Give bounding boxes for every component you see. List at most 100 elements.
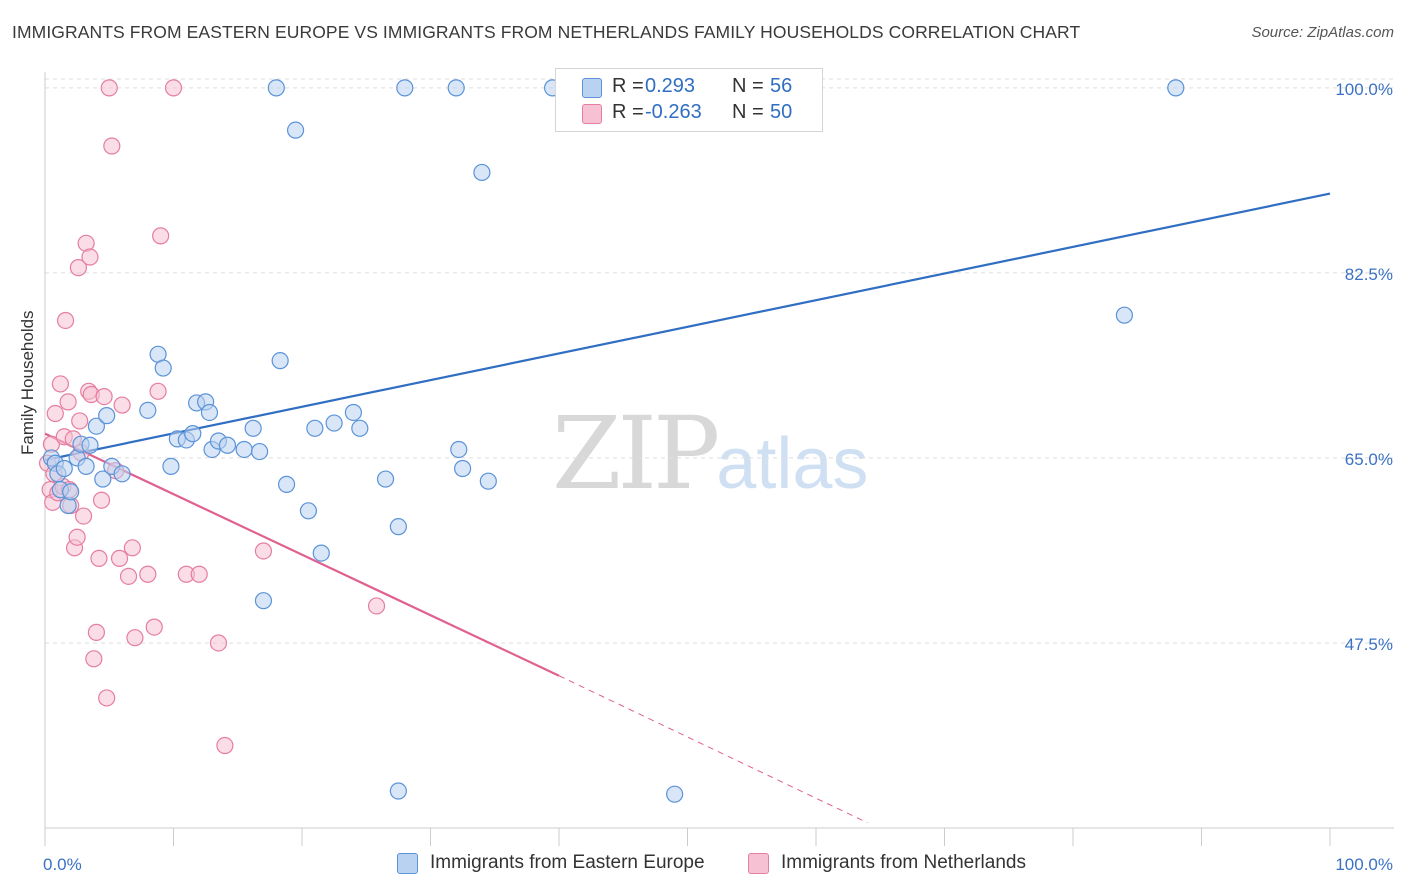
point-eastern-europe — [666, 785, 684, 803]
point-netherlands — [152, 227, 170, 245]
legend-r-value: -0.263 — [645, 101, 702, 123]
point-netherlands — [46, 404, 64, 423]
point-netherlands — [113, 396, 131, 414]
point-eastern-europe — [376, 470, 395, 488]
watermark-zip: ZIP — [552, 395, 720, 512]
point-eastern-europe — [254, 592, 273, 610]
point-netherlands — [254, 542, 273, 560]
y-tick-label: 100.0% — [1335, 80, 1393, 99]
y-axis-label: Family Households — [18, 310, 37, 455]
bottom-legend-label: Immigrants from Netherlands — [781, 852, 1026, 873]
point-eastern-europe — [450, 440, 468, 459]
point-netherlands — [126, 629, 144, 647]
trend-layer — [44, 192, 1331, 824]
bottom-legend-label: Immigrants from Eastern Europe — [430, 852, 705, 873]
point-eastern-europe — [162, 457, 180, 475]
point-eastern-europe — [479, 472, 497, 490]
point-netherlands — [71, 412, 89, 430]
point-netherlands — [87, 623, 106, 641]
legend-r-value: 0.293 — [645, 75, 696, 97]
point-eastern-europe — [250, 442, 269, 461]
point-eastern-europe — [325, 414, 343, 432]
y-tick-label: 82.5% — [1345, 265, 1393, 284]
point-eastern-europe — [87, 417, 106, 435]
legend-n-label: N = — [732, 101, 764, 123]
point-eastern-europe — [244, 419, 262, 437]
grid-layer — [45, 78, 1394, 644]
point-eastern-europe — [81, 436, 99, 454]
point-eastern-europe — [396, 79, 414, 97]
source-label: Source: ZipAtlas.com — [1251, 24, 1394, 41]
point-netherlands — [139, 565, 157, 583]
point-netherlands — [216, 736, 234, 755]
legend-swatch-pink — [582, 104, 602, 124]
legend-n-value: 56 — [770, 75, 793, 97]
point-eastern-europe — [1115, 306, 1134, 324]
point-netherlands — [51, 375, 70, 393]
point-eastern-europe — [139, 401, 157, 419]
point-eastern-europe — [55, 459, 73, 478]
point-netherlands — [92, 491, 111, 509]
point-netherlands — [85, 650, 103, 668]
point-eastern-europe — [277, 475, 296, 493]
point-netherlands — [90, 549, 108, 567]
point-netherlands — [69, 259, 88, 277]
tick-label-layer: 47.5% 65.0% 82.5% 100.0% 0.0% 100.0% — [43, 80, 1393, 874]
point-eastern-europe — [389, 518, 407, 536]
point-eastern-europe — [299, 502, 318, 520]
point-eastern-europe — [200, 403, 219, 422]
point-eastern-europe — [271, 352, 289, 370]
legend-r-label: R = — [612, 75, 644, 97]
point-eastern-europe — [344, 403, 362, 422]
point-eastern-europe — [454, 459, 472, 478]
bottom-legend-swatch-blue — [397, 853, 418, 874]
point-eastern-europe — [389, 782, 407, 800]
point-eastern-europe — [98, 407, 116, 425]
point-netherlands — [74, 507, 93, 525]
point-netherlands — [81, 248, 99, 266]
x-tick-label: 100.0% — [1335, 855, 1393, 874]
y-tick-label: 65.0% — [1345, 450, 1393, 469]
point-eastern-europe — [218, 436, 237, 454]
legend-r-label: R = — [612, 101, 644, 123]
axis-layer — [44, 72, 1394, 846]
point-netherlands — [145, 618, 163, 636]
point-netherlands — [59, 393, 77, 411]
point-eastern-europe — [312, 544, 330, 562]
legend-swatch-blue — [582, 78, 602, 98]
trend-line-eastern-europe — [44, 192, 1331, 462]
point-netherlands — [110, 549, 129, 567]
bottom-legend-swatch-pink — [748, 853, 769, 874]
watermark-atlas: atlas — [716, 424, 869, 504]
point-eastern-europe — [473, 163, 491, 182]
legend-n-value: 50 — [770, 101, 793, 123]
point-netherlands — [56, 311, 75, 330]
point-eastern-europe — [1167, 79, 1185, 97]
point-netherlands — [98, 689, 116, 707]
point-netherlands — [100, 79, 118, 97]
point-netherlands — [119, 567, 138, 585]
correlation-legend: R = 0.293 N = 56 R = -0.263 N = 50 — [555, 68, 823, 132]
point-eastern-europe — [286, 121, 305, 139]
point-eastern-europe — [267, 79, 285, 97]
point-eastern-europe — [62, 483, 80, 501]
point-eastern-europe — [306, 419, 324, 437]
point-netherlands — [190, 565, 208, 583]
point-netherlands — [164, 79, 183, 97]
point-netherlands — [209, 634, 228, 652]
point-eastern-europe — [184, 425, 202, 443]
point-netherlands — [367, 597, 386, 615]
legend-n-label: N = — [732, 75, 764, 97]
point-netherlands — [95, 388, 113, 406]
point-eastern-europe — [154, 359, 172, 377]
watermark: ZIPatlas — [552, 395, 868, 512]
point-netherlands — [68, 528, 86, 546]
chart-title: IMMIGRANTS FROM EASTERN EUROPE VS IMMIGR… — [12, 22, 1081, 42]
trend-line-netherlands-extension — [558, 675, 868, 824]
point-eastern-europe — [351, 419, 369, 437]
points-layer — [38, 79, 1185, 803]
point-eastern-europe — [447, 79, 465, 97]
y-tick-label: 47.5% — [1345, 635, 1393, 654]
point-eastern-europe — [235, 440, 253, 459]
